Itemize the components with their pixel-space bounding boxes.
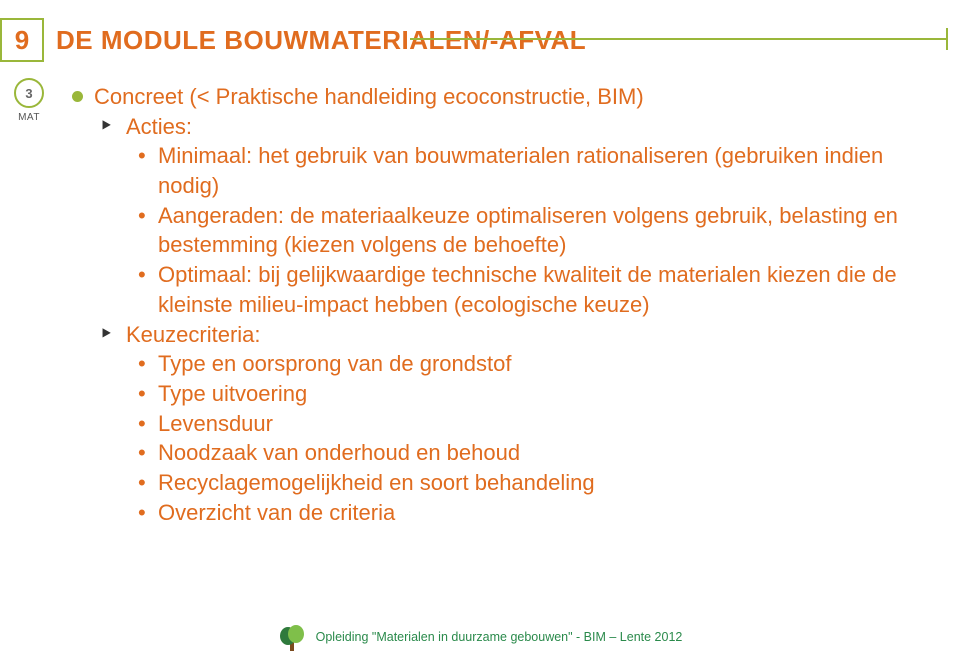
lvl3-action: Minimaal: het gebruik van bouwmaterialen…: [72, 141, 920, 200]
lvl2-criteria-label: Keuzecriteria:: [72, 320, 920, 350]
content-area: Concreet (< Praktische handleiding ecoco…: [72, 82, 920, 527]
lvl3-criterion: Recyclagemogelijkheid en soort behandeli…: [72, 468, 920, 498]
title-underline: [410, 38, 948, 40]
lvl3-criterion: Noodzaak van onderhoud en behoud: [72, 438, 920, 468]
lvl3-criterion: Overzicht van de criteria: [72, 498, 920, 528]
title-underline-end: [946, 28, 948, 50]
lvl1-text: Concreet (< Praktische handleiding ecoco…: [94, 84, 644, 109]
mat-inner-number: 3: [25, 86, 32, 101]
slide-title: DE MODULE BOUWMATERIALEN/-AFVAL: [44, 18, 960, 62]
mat-badge: 3 MAT: [10, 78, 48, 123]
title-bar: 9 DE MODULE BOUWMATERIALEN/-AFVAL: [0, 18, 960, 62]
mat-label: MAT: [10, 112, 48, 123]
tree-icon: [278, 622, 306, 652]
footer-text: Opleiding "Materialen in duurzame gebouw…: [316, 630, 683, 644]
lvl3-criterion: Levensduur: [72, 409, 920, 439]
lvl3-criterion: Type uitvoering: [72, 379, 920, 409]
lvl1-item: Concreet (< Praktische handleiding ecoco…: [72, 82, 920, 112]
slide-number: 9: [15, 25, 29, 56]
slide-number-box: 9: [0, 18, 44, 62]
lvl3-criterion: Type en oorsprong van de grondstof: [72, 349, 920, 379]
lvl2-actions-label: Acties:: [72, 112, 920, 142]
footer: Opleiding "Materialen in duurzame gebouw…: [0, 622, 960, 652]
mat-circle-icon: 3: [14, 78, 44, 108]
lvl3-action: Optimaal: bij gelijkwaardige technische …: [72, 260, 920, 319]
lvl3-action: Aangeraden: de materiaalkeuze optimalise…: [72, 201, 920, 260]
